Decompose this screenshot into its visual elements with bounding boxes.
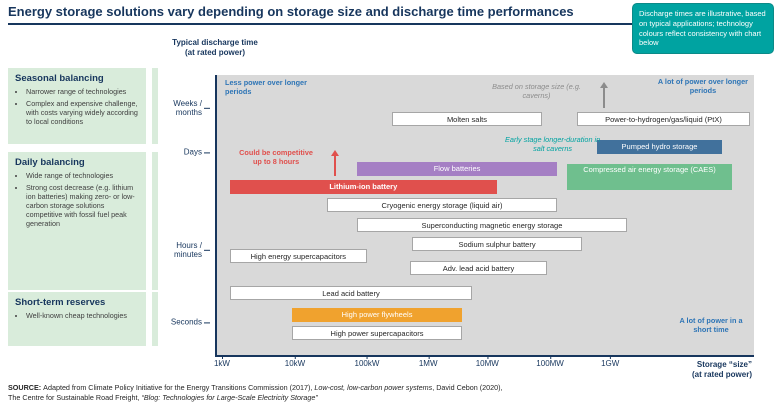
x-axis-title: Storage “size” (at rated power) <box>692 360 752 380</box>
x-tick-1gw: 1GW <box>601 355 620 368</box>
y-tick-weeks-months: Weeks / months <box>173 98 210 118</box>
sidebar-bullet-list: Wide range of technologies Strong cost de… <box>15 171 139 228</box>
sidebar-bullet-list: Well-known cheap technologies <box>15 311 139 320</box>
tech-box-power-to-hydrogen-gas-liquid-ptx: Power-to-hydrogen/gas/liquid (PtX) <box>576 111 751 126</box>
title-underline <box>8 23 632 25</box>
x-axis-ticks: 1kW 10kW 100kW 1MW 10MW 100MW 1GW <box>213 355 752 371</box>
source-text-part: The Centre for Sustainable Road Freight, <box>8 393 142 403</box>
sidebar-bullet: Well-known cheap technologies <box>26 311 139 320</box>
sidebar-section-title: Daily balancing <box>15 157 85 168</box>
tech-box-pumped-hydro-storage: Pumped hydro storage <box>597 139 722 154</box>
annotation-a-lot-of-power-in-a-short-time: A lot of power in a short time <box>679 316 743 334</box>
tech-box-cryogenic-energy-storage-liquid-air: Cryogenic energy storage (liquid air) <box>327 198 557 213</box>
source-text-part: SOURCE: <box>8 383 44 392</box>
chart-plot-area: Molten salts Power-to-hydrogen/gas/liquid… <box>215 75 754 357</box>
page-title: Energy storage solutions vary depending … <box>8 4 574 19</box>
y-tick-hours-minutes: Hours / minutes <box>173 240 211 259</box>
sidebar-section-daily-balancing: Daily balancing Wide range of technologie… <box>8 152 146 290</box>
x-tick-10kw: 10kW <box>284 355 306 368</box>
x-tick-10mw: 10MW <box>475 355 499 368</box>
tech-box-adv-lead-acid-battery: Adv. lead acid battery <box>409 260 548 275</box>
annotation-based-on-storage-size-e-g-caverns: Based on storage size (e.g. caverns) <box>492 82 581 100</box>
source-text-part: Low-cost, low-carbon power systems <box>314 383 433 392</box>
y-axis-title-line2: (at rated power) <box>184 48 245 57</box>
source-text-part: Adapted from Climate Policy Initiative f… <box>43 383 315 392</box>
sidebar-section-title: Short-term reserves <box>15 297 106 308</box>
sidebar-section-seasonal-balancing: Seasonal balancing Narrower range of tech… <box>8 68 146 144</box>
tech-box-molten-salts: Molten salts <box>392 111 542 126</box>
x-tick-100mw: 100MW <box>536 355 564 368</box>
note-box: Discharge times are illustrative, based … <box>632 3 774 54</box>
source-note: SOURCE: Adapted from Climate Policy Init… <box>8 383 503 403</box>
sidebar-bullet: Complex and expensive challenge, with co… <box>26 99 139 126</box>
source-line: SOURCE: Adapted from Climate Policy Init… <box>8 383 503 393</box>
y-tick-days: Days <box>183 147 211 157</box>
tech-box-high-energy-supercapacitors: High energy supercapacitors <box>229 248 367 263</box>
x-axis-title-line1: Storage “size” <box>696 360 752 369</box>
sidebar-bullet-list: Narrower range of technologies Complex an… <box>15 87 139 126</box>
annotation-less-power-over-longer-periods: Less power over longer periods <box>225 78 307 96</box>
tech-box-high-power-flywheels: High power flywheels <box>292 307 462 322</box>
sidebar-accent-bar <box>152 292 158 346</box>
tech-box-sodium-sulphur-battery: Sodium sulphur battery <box>411 237 583 252</box>
x-tick-1kw: 1kW <box>213 355 230 368</box>
x-tick-1mw: 1MW <box>418 355 438 368</box>
y-axis-title-line1: Typical discharge time <box>172 38 258 47</box>
sidebar-accent-bar <box>152 68 158 144</box>
tech-box-compressed-air-energy-storage-caes: Compressed air energy storage (CAES) <box>567 164 732 191</box>
tech-box-high-power-supercapacitors: High power supercapacitors <box>292 325 462 340</box>
annotation-a-lot-of-power-over-longer-periods: A lot of power over longer periods <box>657 76 749 95</box>
tech-box-superconducting-magnetic-energy-storage: Superconducting magnetic energy storage <box>357 218 627 233</box>
annotation-early-stage-longer-duration-in-salt-cave: Early stage longer-duration in salt cave… <box>505 135 601 153</box>
sidebar-section-short-term-reserves: Short-term reserves Well-known cheap tech… <box>8 292 146 346</box>
tech-box-lead-acid-battery: Lead acid battery <box>229 286 473 301</box>
sidebar-bullet: Wide range of technologies <box>26 171 139 180</box>
sidebar-bullet: Narrower range of technologies <box>26 87 139 96</box>
y-tick-seconds: Seconds <box>170 317 211 327</box>
y-axis-title: Typical discharge time (at rated power) <box>150 38 280 58</box>
annotation-could-be-competitive-up-to-8-hours: Could be competitive up to 8 hours <box>239 148 313 166</box>
tech-box-lithium-ion-battery: Lithium-ion battery <box>229 180 497 194</box>
source-text-part: “Blog: Technologies for Large-Scale Elec… <box>141 393 318 403</box>
y-axis-ticks: Weeks / months Days Hours / minutes Seconds <box>156 75 211 355</box>
red-up-arrow-icon <box>331 150 340 177</box>
source-text-part: , David Cebon (2020), <box>432 383 503 392</box>
sidebar-section-title: Seasonal balancing <box>15 73 104 84</box>
x-axis-title-line2: (at rated power) <box>691 370 752 379</box>
gray-up-arrow-icon <box>599 82 609 108</box>
x-tick-100kw: 100kW <box>354 355 380 368</box>
sidebar-bullet: Strong cost decrease (e.g. lithium ion b… <box>26 183 139 228</box>
sidebar-accent-bar <box>152 152 158 290</box>
tech-box-flow-batteries: Flow batteries <box>357 162 557 177</box>
source-line: The Centre for Sustainable Road Freight,… <box>8 393 503 403</box>
